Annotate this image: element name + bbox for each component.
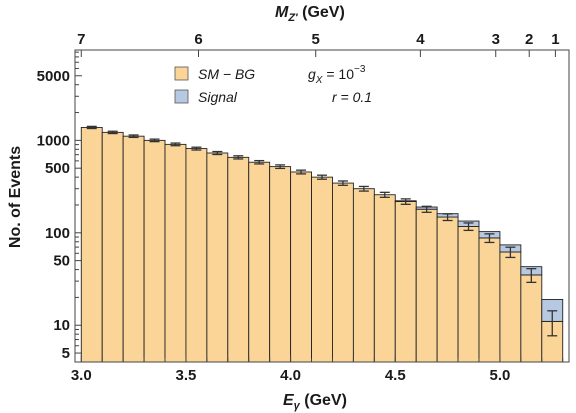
error-bar [505, 246, 516, 259]
error-bar [317, 174, 327, 180]
plot-layer [80, 125, 564, 363]
bar-sm-bg [290, 171, 312, 363]
error-bar [149, 138, 160, 143]
top-tick-label: 4 [416, 31, 425, 48]
legend: SM − BG Signal [174, 66, 255, 105]
y-axis-label: No. of Events [7, 146, 24, 248]
top-tick-label: 2 [525, 31, 533, 48]
bar-sm-bg [101, 131, 124, 363]
bar-sm-bg [499, 251, 522, 363]
bar-sm-bg [332, 182, 354, 363]
y-tick-label: 5000 [37, 68, 70, 85]
error-bar [484, 233, 495, 244]
bar-sm-bg [269, 166, 292, 363]
error-bar [128, 134, 139, 139]
bar-sm-bg [311, 176, 333, 363]
bar-sm-bg [185, 148, 208, 363]
gx-symbol: g [308, 66, 316, 82]
top-tick-label: 1 [551, 31, 559, 48]
legend-label-signal: Signal [198, 89, 238, 105]
error-bar [463, 222, 474, 232]
bar-sm-bg [436, 216, 459, 363]
x-axis-unit: (GeV) [300, 392, 347, 409]
error-bar [107, 130, 118, 135]
top-axis-symbol: M [275, 4, 289, 21]
error-bar [212, 150, 223, 156]
bar-sm-bg [352, 188, 375, 363]
plot-border [74, 49, 570, 363]
bar-sm-bg [520, 274, 543, 363]
bar-sm-bg [122, 135, 145, 363]
x-tick-label: 3.5 [176, 367, 197, 384]
plot-frame [74, 49, 570, 363]
error-bar [296, 169, 307, 175]
error-bar [191, 146, 202, 151]
x-axis-subscript: γ [294, 400, 301, 412]
top-tick-label: 7 [77, 31, 85, 48]
error-bar [254, 159, 265, 165]
gx-subscript: X [315, 75, 323, 86]
error-bar [275, 164, 286, 170]
y-tick-label: 500 [45, 160, 70, 177]
bar-sm-bg [394, 201, 417, 363]
error-bar [337, 180, 348, 186]
bar-sm-bg [373, 194, 396, 363]
error-bar [442, 213, 453, 222]
error-bar [421, 205, 432, 213]
x-tick-label: 5.0 [489, 367, 510, 384]
y-tick-label: 1000 [37, 132, 70, 149]
error-bar [233, 155, 244, 160]
tick-layer: 3.0 3.5 4.0 4.5 5.0 5 10 50 100 500 1000 5000 7 6 5 4 3 2… [37, 31, 564, 384]
gx-annotation: gX = 10−3 [308, 64, 366, 86]
y-tick-label: 5 [62, 345, 70, 362]
x-axis-symbol: E [283, 392, 295, 409]
bar-sm-bg [164, 143, 187, 363]
top-tick-label: 6 [194, 31, 202, 48]
bar-sm-bg [206, 152, 229, 363]
error-bar [547, 310, 558, 337]
bar-sm-bg [143, 139, 166, 363]
bar-sm-bg [227, 156, 250, 363]
top-axis-subscript: Z' [287, 12, 298, 24]
error-bar [86, 125, 97, 130]
y-tick-label: 100 [45, 225, 70, 242]
bar-sm-bg [457, 226, 480, 363]
r-annotation: r = 0.1 [332, 89, 372, 105]
bar-sm-bg [248, 161, 271, 363]
x-tick-label: 4.0 [280, 367, 301, 384]
x-tick-label: 3.0 [71, 367, 92, 384]
x-axis-label: Eγ (GeV) [283, 392, 347, 412]
bar-sm-bg [415, 208, 438, 363]
legend-swatch-sm-bg [174, 66, 189, 81]
error-bar [379, 191, 390, 198]
top-tick-label: 3 [492, 31, 500, 48]
y-tick-label: 50 [53, 253, 70, 270]
legend-label-sm-bg: SM − BG [198, 66, 255, 82]
parameter-annotations: gX = 10−3 r = 0.1 [308, 64, 372, 105]
x-tick-label: 4.5 [385, 367, 406, 384]
bar-sm-bg [478, 237, 501, 363]
bar-sm-bg [80, 126, 103, 363]
legend-swatch-signal [174, 89, 189, 104]
top-axis-unit: (GeV) [298, 4, 345, 21]
gx-value: = 10 [322, 66, 354, 82]
top-tick-label: 5 [312, 31, 320, 48]
gx-exponent: −3 [354, 64, 366, 75]
error-bar [526, 268, 537, 284]
error-bar [358, 185, 369, 192]
error-bar [400, 198, 411, 205]
error-bar [170, 142, 181, 147]
y-tick-label: 10 [53, 317, 70, 334]
top-axis-label: MZ' (GeV) [275, 4, 345, 24]
